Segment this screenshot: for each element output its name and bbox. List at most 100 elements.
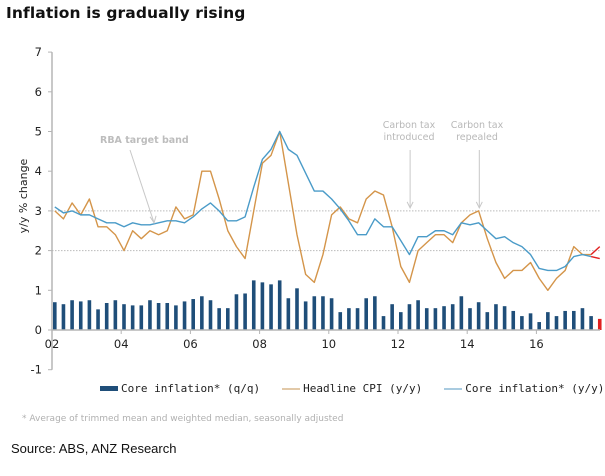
bar [399,312,403,330]
annotation-rba-target-band: RBA target band [100,135,189,146]
bar [113,300,118,330]
legend-swatch-core-qq [100,386,118,391]
legend: Core inflation* (q/q) Headline CPI (y/y)… [100,382,604,395]
bar [269,284,273,330]
y-tick-label: 3 [35,204,42,218]
y-axis-label: y/y % change [17,158,30,233]
y-tick-label: -1 [31,363,42,377]
bar [87,300,92,330]
annotation-carbon-tax-repealed-line: repealed [456,132,498,143]
headline-cpi-latest-segment [590,246,601,256]
bar [191,299,195,330]
core-yy-line [54,130,592,272]
legend-swatch-core-yy [444,387,463,390]
headline-cpi-line [54,130,592,291]
bar [511,310,516,330]
bar [338,312,343,330]
bar [589,316,593,330]
bar [442,306,446,330]
core-yy-latest-segment [590,255,600,260]
bar [104,303,109,330]
annotation-carbon-tax-introduced-line: introduced [383,132,434,143]
bar [295,288,299,330]
legend-label-core-qq: Core inflation* (q/q) [121,382,261,395]
y-tick-label: 7 [35,45,42,59]
x-tick-label: 12 [391,337,406,351]
bar [347,308,351,330]
bar [494,304,498,330]
bar [243,293,247,330]
bar [546,312,550,330]
y-tick-label: 5 [35,125,42,139]
bar [303,301,308,330]
bar [520,316,524,330]
line-series [54,130,601,291]
bar [355,308,360,330]
bar [597,318,602,330]
x-tick-label: 06 [183,337,198,351]
legend-item-core-qq: Core inflation* (q/q) [100,382,260,395]
annotation-arrow-rba [129,149,155,223]
bar [580,308,585,330]
bar [537,322,541,330]
bar [381,316,386,330]
bar [329,298,334,330]
bar [156,303,161,330]
arrow-head-icon [406,201,414,210]
bar [364,298,368,330]
legend-item-core-yy: Core inflation* (y/y) [444,382,604,395]
annotation-carbon-tax-repealed-line: Carbon tax [451,120,504,131]
bar [174,305,178,330]
bar [165,303,170,330]
x-tick-label: 10 [321,337,336,351]
bar [476,302,481,330]
bar [139,305,144,330]
x-tick-label: 02 [45,337,60,351]
legend-swatch-headline-cpi [282,387,301,390]
bar [53,302,57,330]
bar [277,280,282,330]
arrow-head-icon [149,215,157,224]
bar [217,308,221,330]
annotation-carbon-tax-introduced-line: Carbon tax [383,120,436,131]
bar [234,294,239,330]
arrow-head-icon [475,201,483,210]
bar [554,316,559,330]
bar [286,298,291,330]
bar [390,304,394,330]
bar [468,308,472,330]
bar [208,300,213,330]
bar [260,282,265,330]
bar [61,304,66,330]
bar [96,309,100,330]
legend-label-headline-cpi: Headline CPI (y/y) [303,382,423,395]
bar [312,296,317,330]
bar [424,308,429,330]
bar [78,301,83,330]
y-tick-label: 4 [35,164,42,178]
bar [70,300,74,330]
y-tick-label: 0 [35,323,42,337]
bar [485,312,490,330]
bar [321,296,325,330]
x-tick-label: 14 [460,337,475,351]
chart-title: Inflation is gradually rising [6,4,246,22]
reference-lines [52,210,600,252]
x-tick-label: 08 [252,337,267,351]
bar [502,306,507,330]
bar [407,304,412,330]
source-note: Source: ABS, ANZ Research [11,441,177,456]
y-tick-label: 2 [35,244,42,258]
bar-series-core-qq [53,280,602,330]
bar [226,308,230,330]
legend-label-core-yy: Core inflation* (y/y) [465,382,605,395]
y-tick-label: 6 [35,85,42,99]
bar [130,305,135,330]
bar [148,300,152,330]
bar [572,310,576,330]
bar [563,310,567,330]
bar [200,296,204,330]
